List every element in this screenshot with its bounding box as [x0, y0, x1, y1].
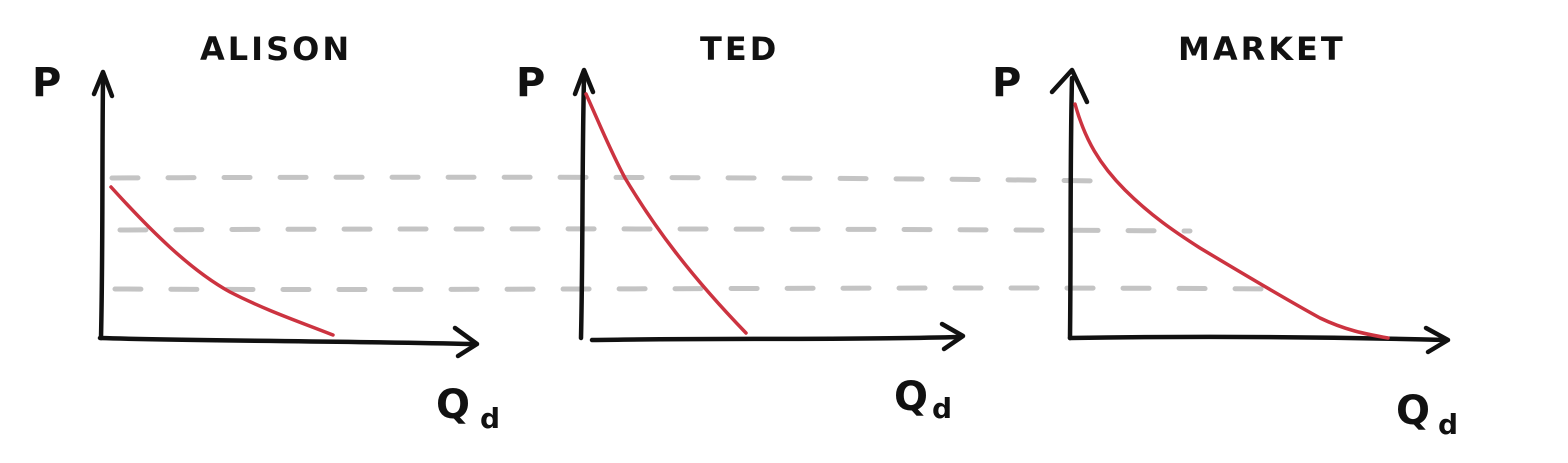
x-axis-label-subscript: d: [480, 402, 500, 435]
x-axis-label: Q: [1396, 388, 1430, 434]
y-axis-label: P: [32, 60, 61, 106]
y-axis: [1067, 75, 1075, 341]
x-axis-label-subscript: d: [932, 392, 952, 425]
price-guide-low: [112, 285, 1273, 292]
panel-ted: TED P Q d: [516, 30, 966, 425]
y-axis-arrowhead: [1049, 67, 1090, 105]
panel-market: MARKET P Q d: [992, 30, 1458, 441]
x-axis: [589, 334, 963, 343]
price-guide-mid: [117, 226, 1193, 234]
x-axis-arrowhead: [1423, 325, 1451, 355]
y-axis-label: P: [992, 60, 1021, 106]
y-axis-arrowhead: [91, 69, 115, 99]
x-axis: [97, 335, 475, 347]
demand-curve: [1073, 102, 1390, 340]
x-axis: [1067, 334, 1448, 343]
x-axis-label-subscript: d: [1438, 408, 1458, 441]
y-axis-arrowhead: [572, 67, 596, 97]
panel-title: ALISON: [200, 30, 352, 68]
price-guide-high: [109, 174, 1103, 184]
x-axis-label: Q: [894, 374, 928, 420]
y-axis: [98, 77, 106, 341]
panel-title: MARKET: [1178, 30, 1346, 68]
y-axis: [578, 75, 587, 341]
panel-title: TED: [700, 30, 779, 68]
price-guide-lines: [109, 174, 1273, 292]
x-axis-arrowhead: [452, 325, 480, 359]
panel-alison: ALISON P Q d: [32, 30, 500, 435]
x-axis-arrowhead: [939, 321, 966, 352]
x-axis-label: Q: [436, 382, 470, 428]
demand-curve: [109, 185, 335, 337]
demand-curve: [584, 92, 748, 335]
y-axis-label: P: [516, 60, 545, 106]
